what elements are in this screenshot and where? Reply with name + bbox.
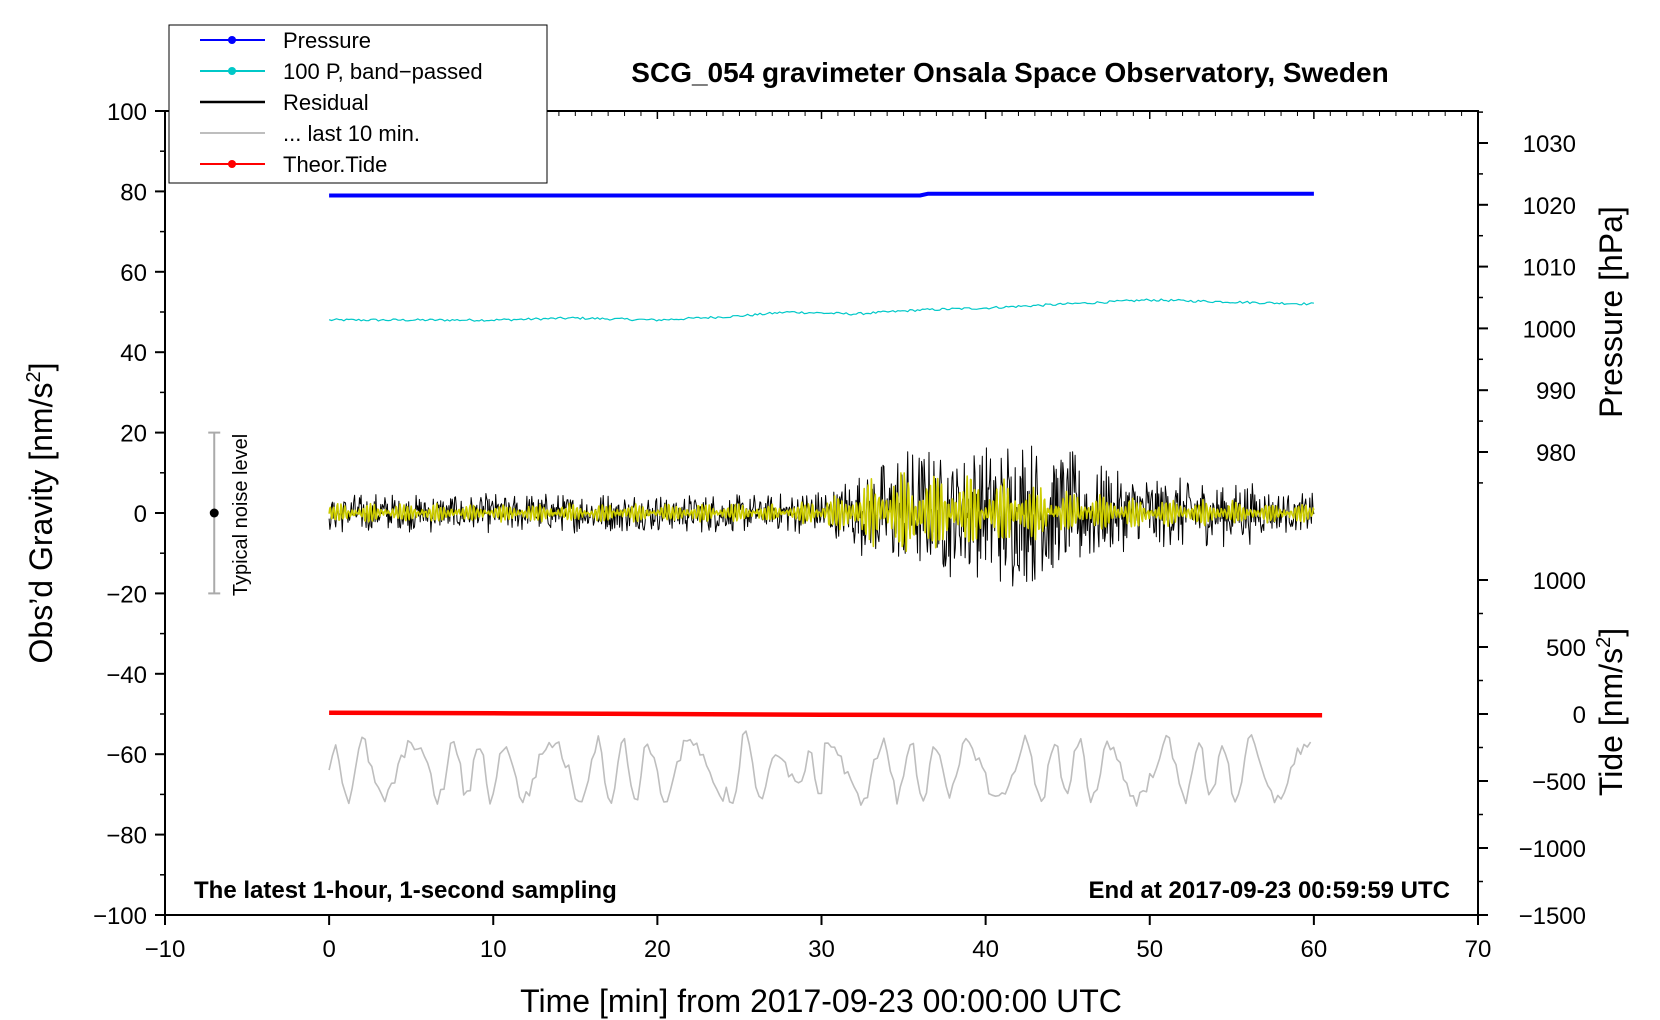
noise-indicator: Typical noise level <box>208 431 252 596</box>
y-axis-title-tide: Tide [nm/s2] <box>1593 628 1629 796</box>
pressure-tick-label: 1000 <box>1523 316 1576 343</box>
legend-marker <box>228 36 236 44</box>
legend-box <box>168 24 548 184</box>
legend-label: ... last 10 min. <box>283 121 420 146</box>
y-tick-label: −60 <box>106 742 147 769</box>
y-axis-title-gravity: Obs’d Gravity [nm/s2] <box>23 363 59 664</box>
y-axis-title-gravity-main: Obs’d Gravity [nm/s <box>23 383 59 664</box>
legend: Pressure 100 P, band−passed Residual ... la… <box>168 24 548 184</box>
end-time-note: End at 2017-09-23 00:59:59 UTC <box>1089 877 1451 904</box>
y-axis-title-tide-end: ] <box>1593 628 1629 637</box>
axes-layer: −10 0 10 20 30 40 50 60 70−100−80−60−40−20020406… <box>93 99 1586 963</box>
tide-tick-label: 500 <box>1546 635 1586 662</box>
y-tick-label: 40 <box>120 340 147 367</box>
tide-line <box>329 710 1323 718</box>
y-axis-title-pressure: Pressure [hPa] <box>1593 206 1629 418</box>
y-tick-label: −20 <box>106 581 147 608</box>
x-tick-label: 70 <box>1465 936 1492 963</box>
x-tick-label: 10 <box>480 936 507 963</box>
last-10-min-line <box>328 730 1312 807</box>
y-tick-label: −100 <box>93 903 147 930</box>
noise-label: Typical noise level <box>230 434 252 596</box>
y-tick-label: 100 <box>107 99 147 126</box>
y-tick-label: 80 <box>120 179 147 206</box>
y-tick-label: 60 <box>120 260 147 287</box>
y-axis-title-tide-sup: 2 <box>1593 637 1615 648</box>
y-tick-label: −40 <box>106 662 147 689</box>
pressure-tick-label: 1020 <box>1523 193 1576 220</box>
x-tick-label: 0 <box>322 936 335 963</box>
y-axis-title-gravity-end: ] <box>23 363 59 372</box>
x-axis-title: Time [min] from 2017-09-23 00:00:00 UTC <box>520 983 1122 1019</box>
series-layer <box>328 191 1323 807</box>
y-tick-label: 20 <box>120 421 147 448</box>
residual-line <box>328 445 1315 587</box>
legend-marker <box>228 160 236 168</box>
sampling-note: The latest 1-hour, 1-second sampling <box>194 877 617 904</box>
tide-tick-label: −1500 <box>1519 903 1586 930</box>
x-tick-label: 20 <box>644 936 671 963</box>
legend-marker <box>228 67 236 75</box>
y-axis-title-gravity-sup: 2 <box>23 371 45 382</box>
x-tick-label: 60 <box>1301 936 1328 963</box>
x-tick-label: 40 <box>972 936 999 963</box>
x-tick-label: 50 <box>1136 936 1163 963</box>
legend-label: 100 P, band−passed <box>283 59 483 84</box>
pressure-tick-label: 990 <box>1536 378 1576 405</box>
y-tick-label: −80 <box>106 823 147 850</box>
y-tick-label: 0 <box>134 501 147 528</box>
x-tick-label: −10 <box>145 936 186 963</box>
x-tick-label: 30 <box>808 936 835 963</box>
chart-title: SCG_054 gravimeter Onsala Space Observat… <box>631 57 1388 88</box>
pressure-line <box>329 191 1314 198</box>
pressure-tick-label: 1010 <box>1523 255 1576 282</box>
tide-tick-label: 1000 <box>1533 568 1586 595</box>
tide-tick-label: −500 <box>1532 769 1586 796</box>
pressure-bandpassed-line <box>328 298 1314 322</box>
tide-tick-label: 0 <box>1573 702 1586 729</box>
y-axis-title-tide-main: Tide [nm/s <box>1593 648 1629 796</box>
residual-filtered-line <box>328 472 1315 552</box>
tide-tick-label: −1000 <box>1519 836 1586 863</box>
legend-label: Pressure <box>283 28 371 53</box>
legend-label: Residual <box>283 90 369 115</box>
noise-bar-center <box>209 508 219 518</box>
pressure-tick-label: 980 <box>1536 440 1576 467</box>
legend-label: Theor.Tide <box>283 152 387 177</box>
pressure-tick-label: 1030 <box>1523 131 1576 158</box>
